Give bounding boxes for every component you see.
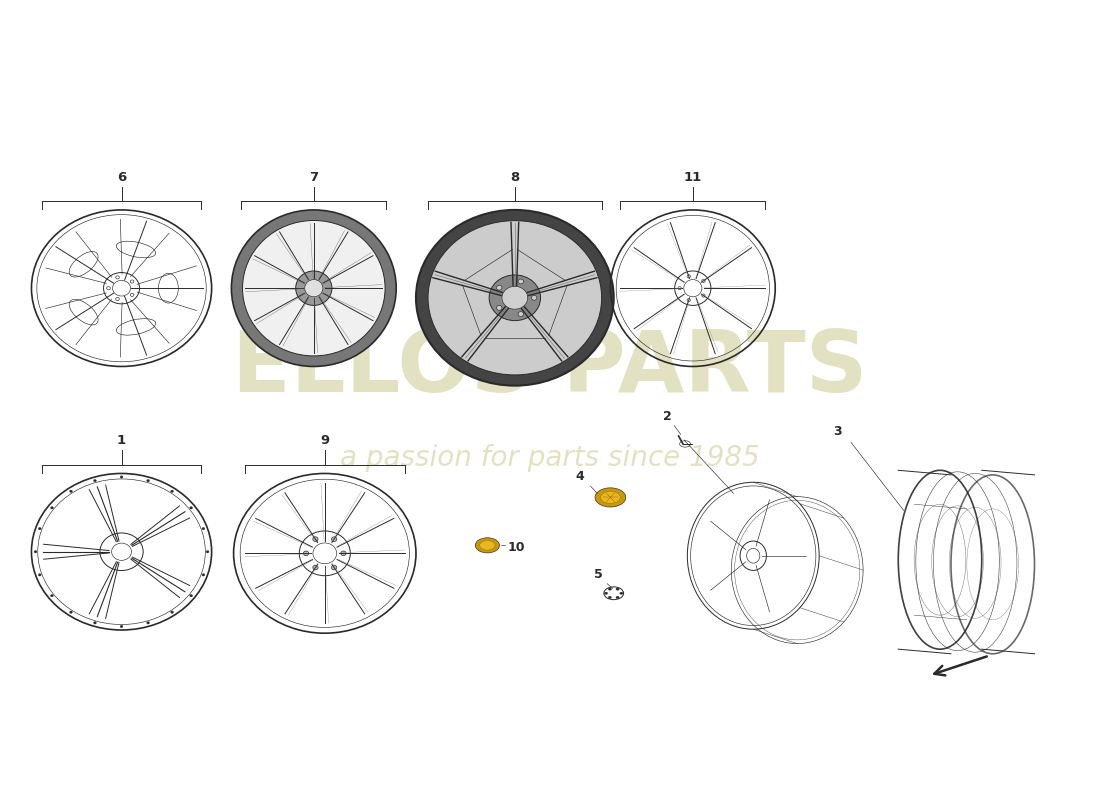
Ellipse shape: [170, 490, 174, 493]
Ellipse shape: [304, 551, 309, 556]
Ellipse shape: [616, 596, 619, 598]
Ellipse shape: [146, 479, 150, 482]
Ellipse shape: [296, 271, 332, 306]
Ellipse shape: [619, 592, 623, 594]
Ellipse shape: [202, 527, 205, 530]
Ellipse shape: [496, 286, 502, 290]
Ellipse shape: [341, 551, 346, 556]
Ellipse shape: [39, 527, 41, 530]
Text: 11: 11: [684, 170, 702, 183]
Ellipse shape: [518, 279, 524, 284]
Ellipse shape: [242, 221, 385, 356]
Ellipse shape: [69, 490, 73, 493]
Text: 6: 6: [117, 170, 126, 183]
Ellipse shape: [518, 312, 524, 317]
Text: 5: 5: [594, 568, 603, 582]
Ellipse shape: [51, 594, 54, 597]
Ellipse shape: [331, 565, 337, 570]
Ellipse shape: [146, 622, 150, 624]
Ellipse shape: [601, 491, 620, 503]
Text: 10: 10: [507, 542, 525, 554]
Text: 2: 2: [663, 410, 672, 423]
Ellipse shape: [94, 622, 97, 624]
Ellipse shape: [502, 286, 528, 309]
Ellipse shape: [51, 506, 54, 509]
Text: 3: 3: [834, 426, 843, 438]
Ellipse shape: [416, 210, 614, 386]
Ellipse shape: [604, 592, 607, 594]
Ellipse shape: [608, 588, 612, 590]
Ellipse shape: [189, 506, 192, 509]
Text: 9: 9: [320, 434, 329, 447]
Ellipse shape: [94, 479, 97, 482]
Ellipse shape: [69, 611, 73, 614]
Ellipse shape: [608, 596, 612, 598]
Text: 8: 8: [510, 170, 519, 183]
Ellipse shape: [331, 537, 337, 542]
Ellipse shape: [231, 210, 396, 366]
Ellipse shape: [34, 550, 37, 553]
Ellipse shape: [305, 279, 323, 297]
Text: 1: 1: [117, 434, 126, 447]
Text: 7: 7: [309, 170, 318, 183]
Ellipse shape: [531, 295, 537, 300]
Ellipse shape: [120, 476, 123, 478]
Ellipse shape: [616, 588, 619, 590]
Ellipse shape: [496, 306, 502, 310]
Ellipse shape: [595, 488, 626, 507]
Ellipse shape: [428, 221, 602, 375]
Ellipse shape: [490, 275, 540, 321]
Ellipse shape: [189, 594, 192, 597]
Ellipse shape: [312, 537, 318, 542]
Text: a passion for parts since 1985: a passion for parts since 1985: [340, 443, 760, 471]
Ellipse shape: [475, 538, 499, 553]
Ellipse shape: [312, 565, 318, 570]
Text: ELLOS PARTS: ELLOS PARTS: [232, 326, 868, 410]
Ellipse shape: [480, 541, 495, 550]
Ellipse shape: [206, 550, 209, 553]
Ellipse shape: [170, 611, 174, 614]
Ellipse shape: [39, 574, 41, 576]
Text: 4: 4: [575, 470, 584, 483]
Ellipse shape: [202, 574, 205, 576]
Ellipse shape: [120, 626, 123, 628]
